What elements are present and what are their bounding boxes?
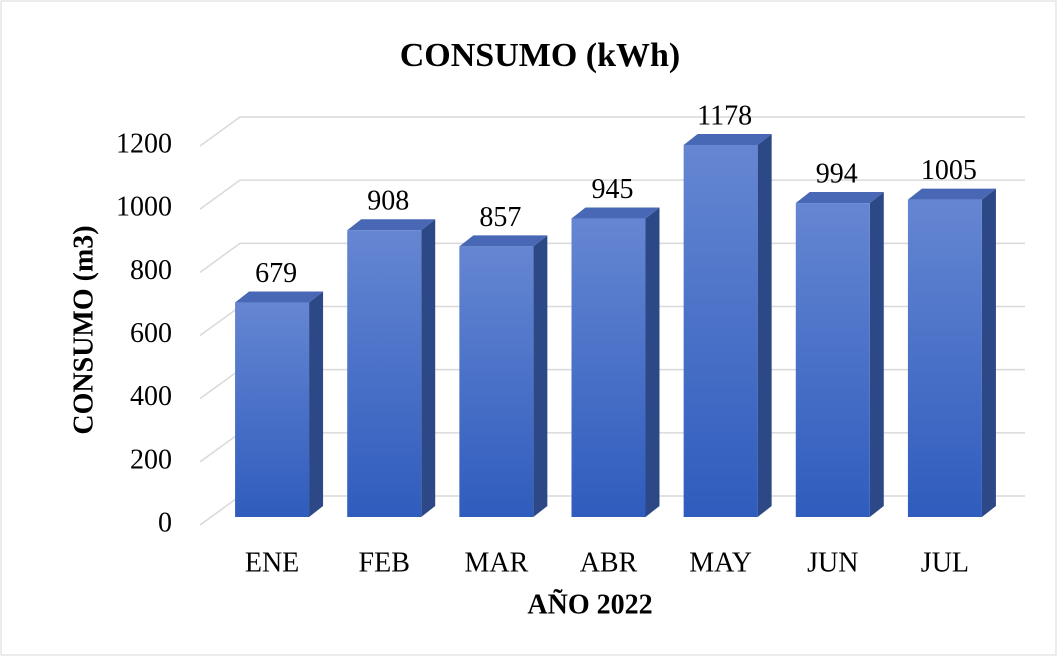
bar xyxy=(347,230,422,517)
bar xyxy=(235,302,310,517)
y-tick-label: 1200 xyxy=(116,128,172,159)
x-tick-label: MAR xyxy=(464,547,528,578)
y-tick-label: 0 xyxy=(158,507,172,538)
data-label: 679 xyxy=(255,258,297,289)
bar-side xyxy=(421,219,436,517)
bar-top xyxy=(907,188,996,200)
x-tick-label: MAY xyxy=(689,547,752,578)
bar-top xyxy=(795,192,884,204)
grid-line xyxy=(199,116,1025,147)
y-tick-label: 800 xyxy=(130,255,172,286)
bar-top xyxy=(571,207,660,219)
data-label: 1178 xyxy=(697,100,752,131)
bar-side xyxy=(981,188,996,517)
bar-side xyxy=(869,192,884,518)
x-tick-label: ENE xyxy=(245,547,299,578)
y-tick-label: 600 xyxy=(130,318,172,349)
plot-area: 0 200 400 600 800 1000 1200 ENE 679 FEB 908 MAR 857 A… xyxy=(116,100,1025,578)
data-label: 994 xyxy=(816,158,858,189)
y-axis-label: CONSUMO (m3) xyxy=(68,225,99,434)
bar xyxy=(571,218,646,517)
y-tick-label: 400 xyxy=(130,381,172,412)
bar-side xyxy=(757,133,772,517)
x-axis-label: AÑO 2022 xyxy=(527,589,652,620)
data-label: 1005 xyxy=(921,155,977,186)
x-tick-label: JUN xyxy=(807,547,858,578)
bar xyxy=(459,246,534,518)
bar-side xyxy=(309,291,324,517)
bar xyxy=(795,203,870,518)
bar xyxy=(683,144,758,517)
x-tick-label: FEB xyxy=(359,547,410,578)
bar-side xyxy=(533,235,548,518)
bar-top xyxy=(235,291,324,303)
data-label: 908 xyxy=(367,186,409,217)
y-tick-label: 200 xyxy=(130,444,172,475)
bar-side xyxy=(645,207,660,517)
bar-top xyxy=(459,235,548,247)
x-tick-label: ABR xyxy=(580,547,638,578)
chart-title: CONSUMO (kWh) xyxy=(400,37,681,74)
data-label: 857 xyxy=(479,202,521,233)
data-label: 945 xyxy=(592,174,634,205)
bar-top xyxy=(347,219,436,231)
bar-top xyxy=(683,133,772,145)
x-tick-label: JUL xyxy=(921,547,969,578)
y-tick-label: 1000 xyxy=(116,192,172,223)
bar xyxy=(907,199,982,517)
